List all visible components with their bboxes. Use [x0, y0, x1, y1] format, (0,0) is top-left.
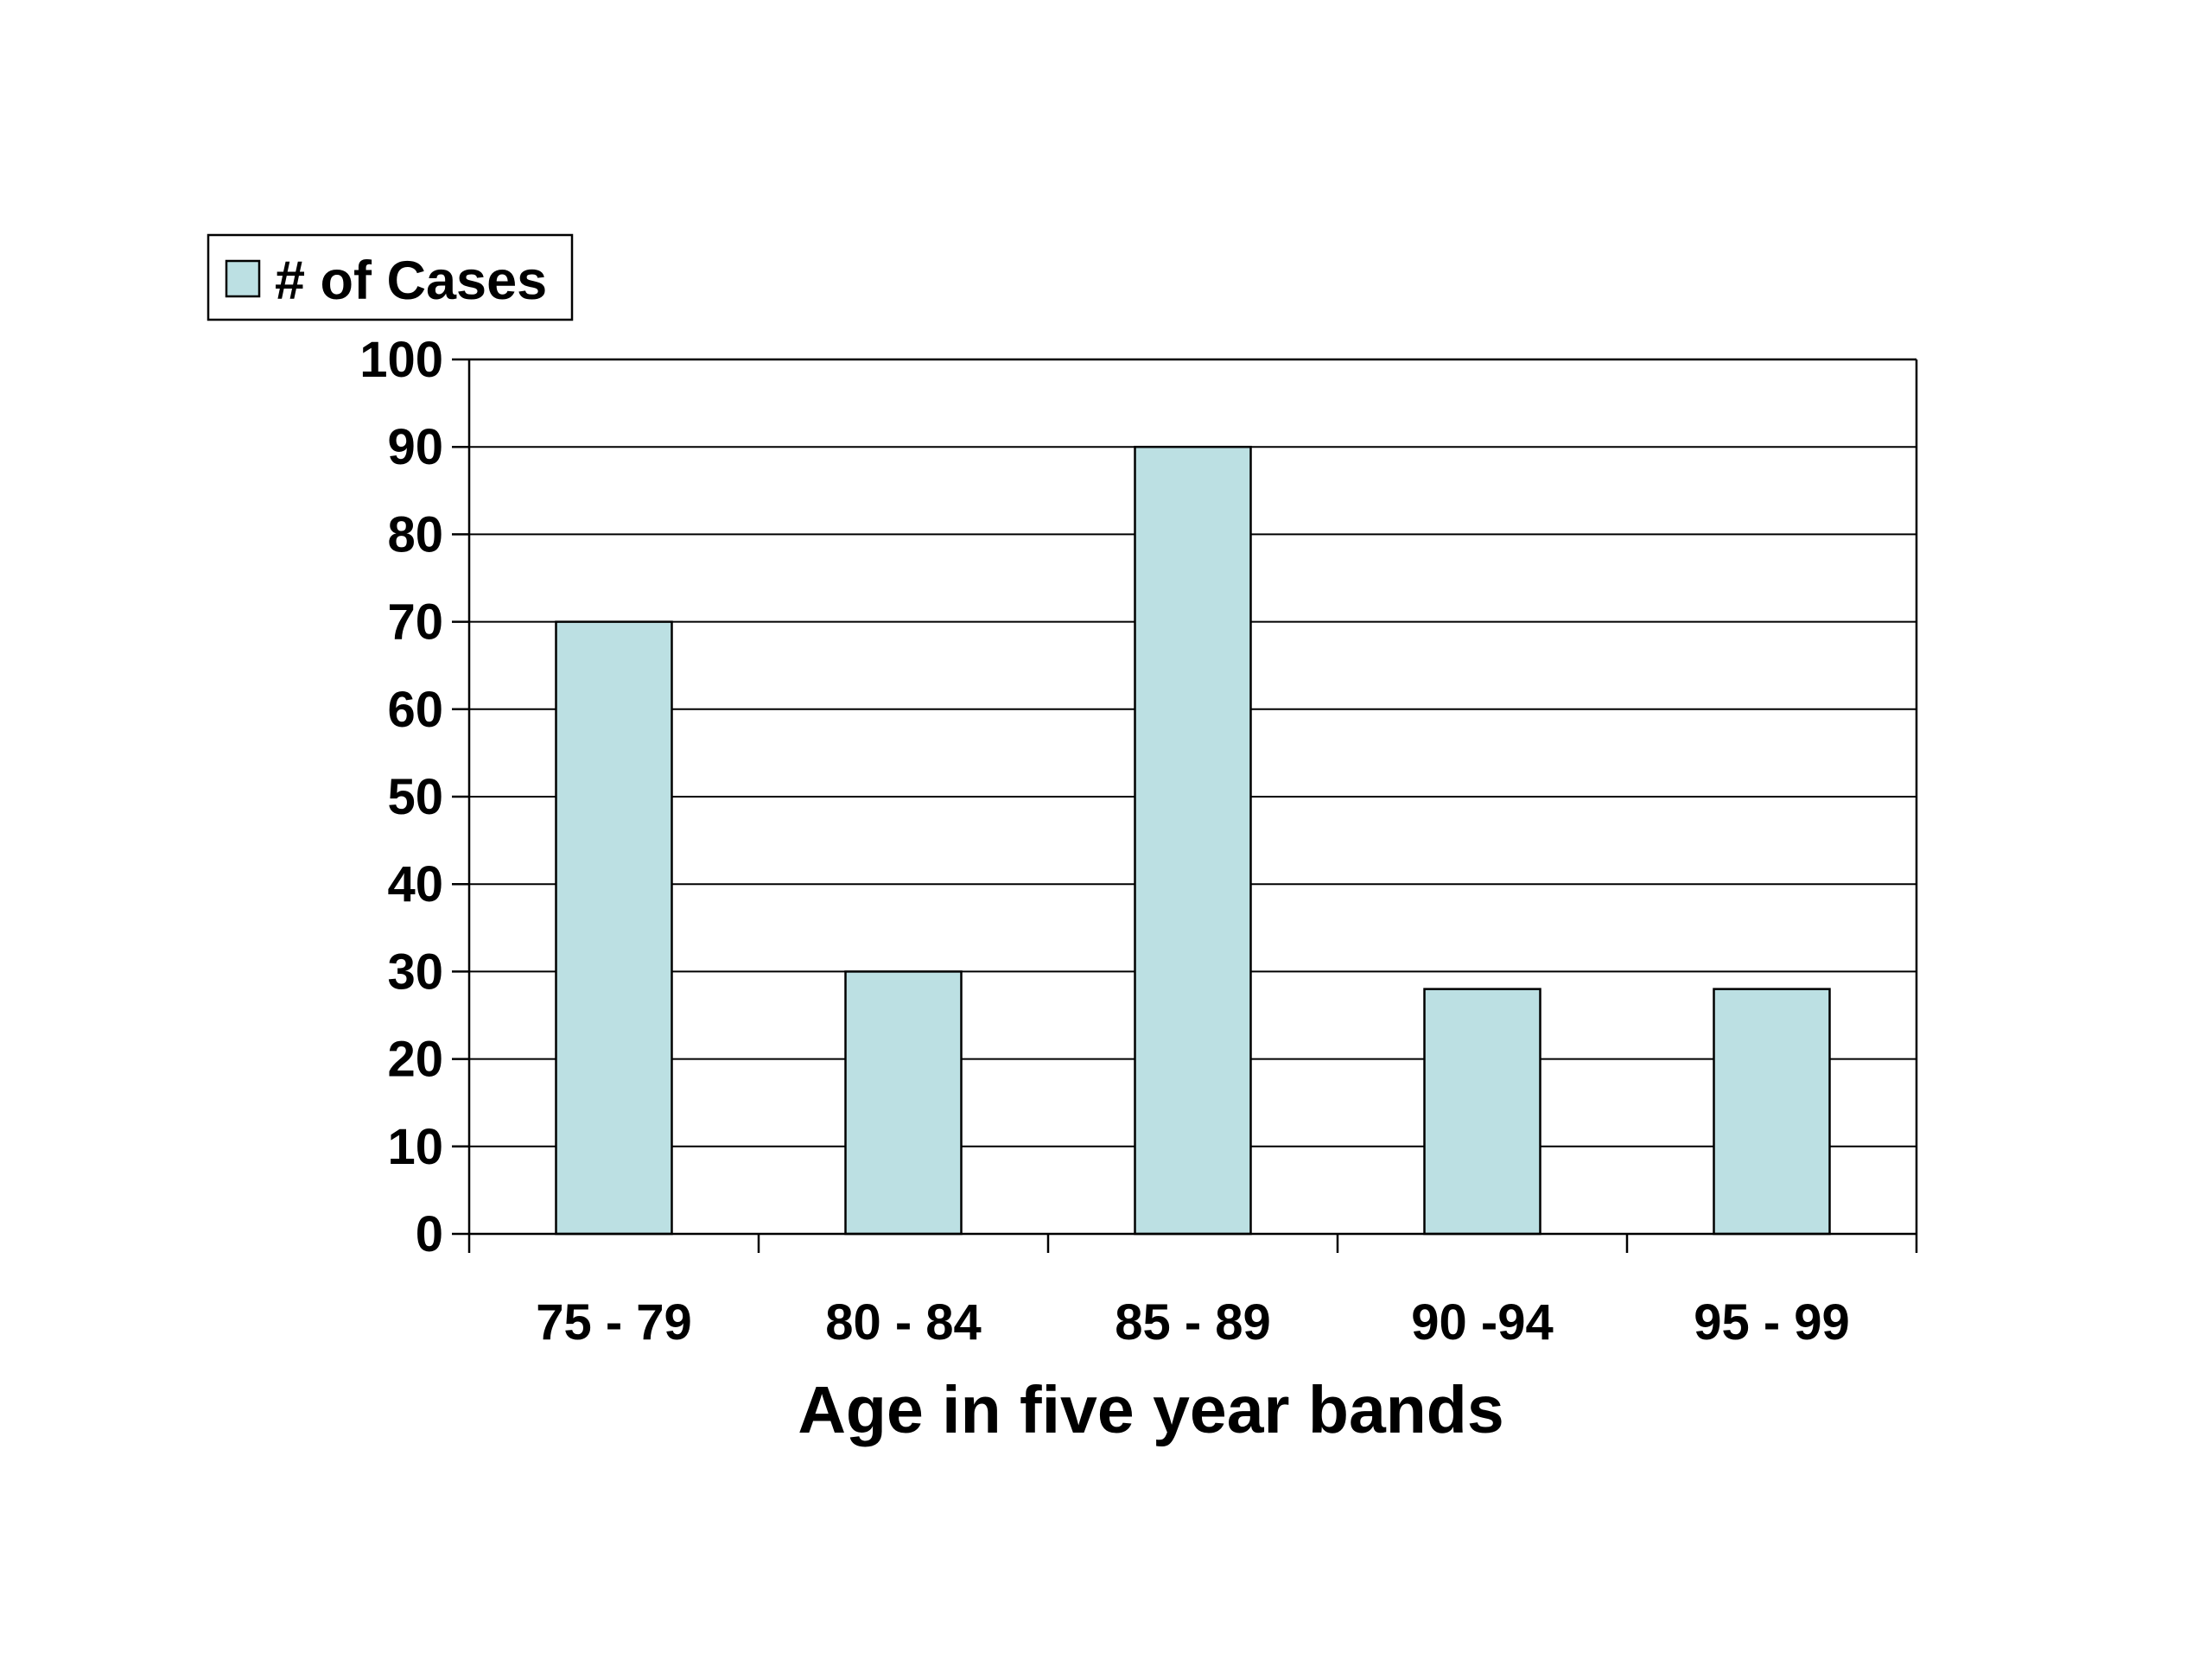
bars [555, 445, 1831, 1236]
legend-box [207, 233, 574, 321]
bar [555, 620, 673, 1236]
bar [1134, 445, 1252, 1236]
y-tick-label: 50 [387, 769, 443, 825]
x-tick-label: 80 - 84 [825, 1294, 982, 1351]
x-tick-label: 85 - 89 [1115, 1294, 1271, 1351]
bar [1713, 988, 1831, 1236]
axes [452, 358, 1918, 1253]
bar [844, 970, 963, 1236]
x-tick-label: 90 -94 [1411, 1294, 1553, 1351]
y-tick-label: 60 [387, 682, 443, 738]
y-tick-label: 20 [387, 1032, 443, 1088]
y-tick-label: 100 [359, 332, 443, 388]
y-tick-label: 0 [416, 1206, 443, 1262]
legend-label: # of Cases [275, 251, 547, 311]
y-tick-label: 40 [387, 856, 443, 912]
legend: # of Cases [207, 233, 574, 321]
x-tick-labels: 75 - 79 80 - 84 85 - 89 90 -94 95 - 99 [536, 1294, 1850, 1351]
bar [1423, 988, 1541, 1236]
x-axis-title: Age in five year bands [798, 1373, 1503, 1447]
y-tick-label: 70 [387, 594, 443, 651]
y-tick-label: 10 [387, 1119, 443, 1175]
legend-swatch [225, 259, 261, 298]
y-tick-label: 80 [387, 506, 443, 563]
y-tick-labels: 0 10 20 30 40 50 60 70 80 90 100 [359, 332, 443, 1262]
x-tick-label: 95 - 99 [1694, 1294, 1850, 1351]
y-tick-label: 30 [387, 944, 443, 1000]
y-tick-label: 90 [387, 419, 443, 475]
x-tick-label: 75 - 79 [536, 1294, 692, 1351]
